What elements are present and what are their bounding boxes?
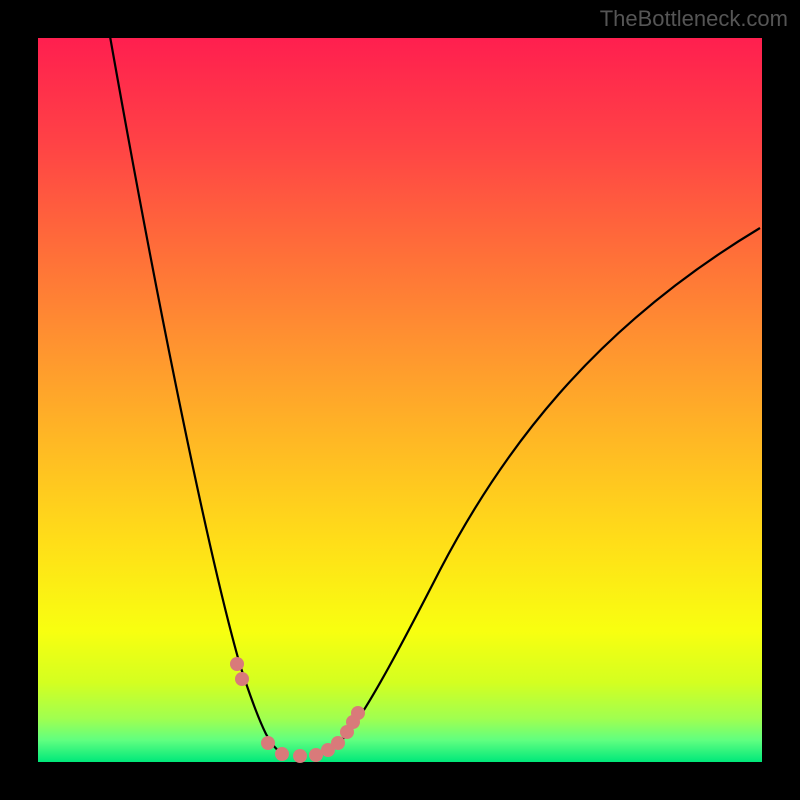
- curve-marker: [261, 736, 275, 750]
- curve-marker: [309, 748, 323, 762]
- curve-marker: [331, 736, 345, 750]
- bottleneck-curve-chart: [0, 0, 800, 800]
- curve-marker: [275, 747, 289, 761]
- curve-left: [108, 25, 284, 754]
- curve-marker: [230, 657, 244, 671]
- curve-marker: [293, 749, 307, 763]
- marker-group: [230, 657, 365, 763]
- curve-marker: [235, 672, 249, 686]
- watermark-text: TheBottleneck.com: [600, 6, 788, 32]
- curve-right: [320, 228, 760, 755]
- curve-marker: [351, 706, 365, 720]
